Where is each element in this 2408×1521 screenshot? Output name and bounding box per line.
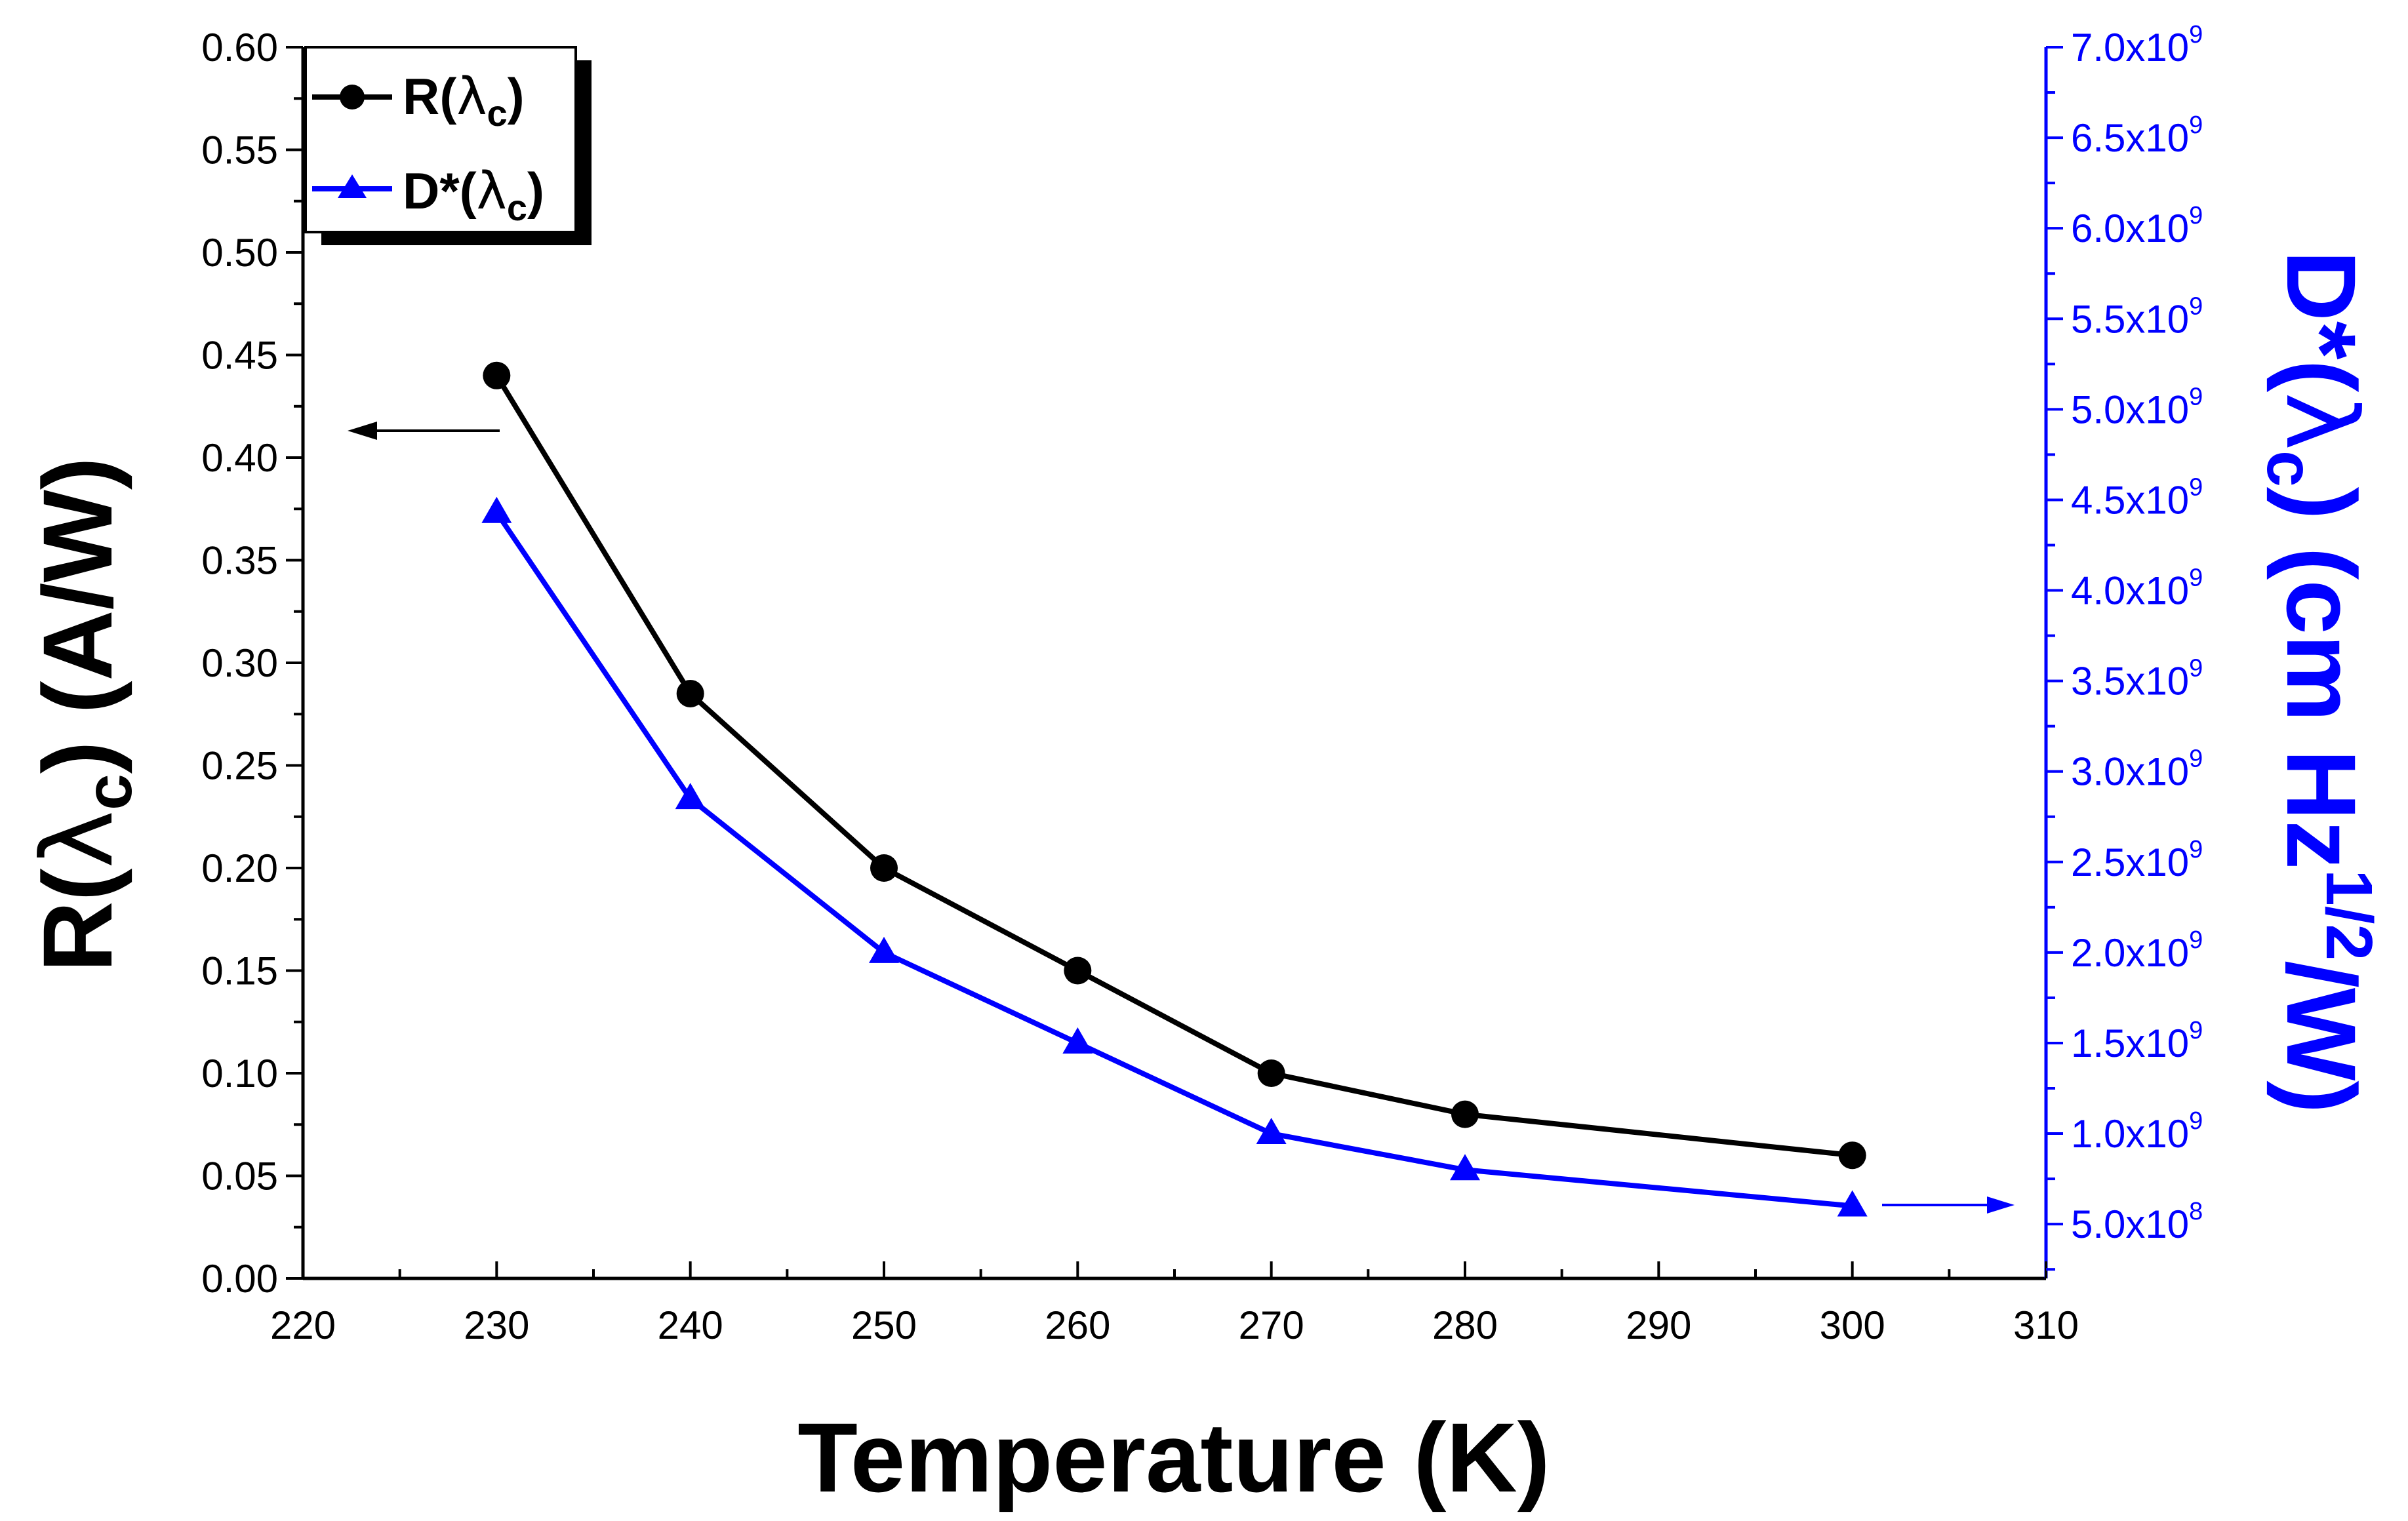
r-data-point xyxy=(1838,1141,1866,1170)
right-tick-label: 5.0x108 xyxy=(2071,1198,2203,1246)
left-tick-label: 0.60 xyxy=(201,26,278,69)
legend-box xyxy=(304,46,577,233)
d-data-point xyxy=(1450,1154,1480,1181)
left-tick-label: 0.30 xyxy=(201,641,278,685)
x-tick-label: 260 xyxy=(1045,1303,1110,1347)
svg-text:D*(λc): D*(λc) xyxy=(403,162,544,228)
left-tick-label: 0.10 xyxy=(201,1052,278,1096)
legend: R(λc) D*(λc) xyxy=(304,46,592,245)
left-axis-title: R(λc) (A/W) xyxy=(21,457,146,972)
r-data-point xyxy=(870,854,898,882)
right-tick-label: 4.5x109 xyxy=(2071,473,2203,522)
x-tick-label: 310 xyxy=(2013,1303,2079,1347)
right-axis-title-mid: ) (cm Hz xyxy=(2266,487,2377,869)
r-data-point xyxy=(676,679,704,707)
legend-d-lambda: λ xyxy=(477,162,507,221)
d-data-point xyxy=(869,936,899,963)
left-tick-label: 0.45 xyxy=(201,334,278,378)
right-tick-label: 4.0x109 xyxy=(2071,564,2203,613)
d-data-point xyxy=(675,783,706,810)
left-tick-label: 0.00 xyxy=(201,1257,278,1301)
x-tick-label: 240 xyxy=(658,1303,723,1347)
left-axis-title-sub: c xyxy=(72,774,146,810)
x-tick-label: 270 xyxy=(1239,1303,1304,1347)
r-data-point xyxy=(1064,957,1092,985)
left-tick-label: 0.20 xyxy=(201,846,278,890)
legend-r-main: R( xyxy=(403,68,456,125)
right-tick-label: 1.5x109 xyxy=(2071,1017,2203,1065)
d-data-point xyxy=(1062,1027,1093,1054)
left-tick-label: 0.55 xyxy=(201,128,278,172)
r-data-point xyxy=(1257,1059,1285,1087)
right-axis-title-lambda: λ xyxy=(2264,392,2378,450)
right-tick-label: 1.0x109 xyxy=(2071,1107,2203,1156)
right-tick-label: 7.0x109 xyxy=(2071,21,2203,69)
left-tick-label: 0.05 xyxy=(201,1155,278,1198)
right-axis-title-prefix: D*( xyxy=(2266,250,2377,393)
x-axis-title: Temperature (K) xyxy=(797,1402,1550,1512)
left-axis-arrow xyxy=(348,422,500,440)
right-tick-label: 3.5x109 xyxy=(2071,655,2203,703)
x-tick-label: 250 xyxy=(851,1303,917,1347)
d-data-point xyxy=(1256,1118,1287,1145)
left-axis-title-lambda: λ xyxy=(21,810,135,869)
left-tick-label: 0.15 xyxy=(201,949,278,993)
legend-triangle-marker xyxy=(338,174,367,198)
left-axis-title-suffix: ) (A/W) xyxy=(22,457,132,774)
right-axis-arrow xyxy=(1882,1196,2015,1214)
left-tick-label: 0.25 xyxy=(201,744,278,788)
x-tick-label: 280 xyxy=(1432,1303,1498,1347)
right-tick-label: 2.0x109 xyxy=(2071,926,2203,975)
axes-layer: 220 230 240 250 260 270 280 290 300 310 0.00 0.05 0.… xyxy=(201,21,2203,1347)
left-tick-label: 0.50 xyxy=(201,231,278,275)
right-axis-title-suffix: /W) xyxy=(2266,960,2377,1113)
right-axis-title-sub: c xyxy=(2253,450,2327,487)
right-tick-label: 3.0x109 xyxy=(2071,745,2203,794)
x-tick-label: 300 xyxy=(1820,1303,1885,1347)
x-tick-label: 290 xyxy=(1626,1303,1691,1347)
right-axis-title: D*(λc) (cm Hz1/2/W) xyxy=(2253,250,2386,1114)
left-tick-label: 0.40 xyxy=(201,436,278,480)
svg-text:R(λc): R(λc) xyxy=(403,68,525,134)
right-tick-label: 6.0x109 xyxy=(2071,202,2203,250)
series-layer xyxy=(481,361,1868,1217)
legend-r-sub: c xyxy=(487,92,507,134)
x-tick-label: 220 xyxy=(270,1303,336,1347)
left-axis-title-prefix: R( xyxy=(22,869,132,972)
left-tick-label: 0.35 xyxy=(201,539,278,583)
legend-d-sub: c xyxy=(507,187,527,228)
d-series-line xyxy=(494,511,1853,1209)
legend-circle-marker xyxy=(340,85,365,109)
r-series-line xyxy=(494,374,1853,1158)
right-axis-title-sup: 1/2 xyxy=(2312,869,2386,960)
legend-item-r: R(λc) xyxy=(312,68,525,134)
right-tick-label: 6.5x109 xyxy=(2071,111,2203,160)
right-tick-label: 5.5x109 xyxy=(2071,292,2203,341)
legend-item-d: D*(λc) xyxy=(312,162,544,228)
x-tick-label: 230 xyxy=(464,1303,529,1347)
legend-d-main: D*( xyxy=(403,162,477,220)
legend-d-close: ) xyxy=(527,162,544,220)
legend-r-close: ) xyxy=(508,68,525,125)
r-data-point xyxy=(1451,1100,1479,1128)
d-data-point xyxy=(481,496,512,523)
right-tick-label: 5.0x109 xyxy=(2071,383,2203,431)
d-data-point xyxy=(1837,1190,1868,1217)
legend-r-lambda: λ xyxy=(456,68,487,127)
r-data-point xyxy=(483,361,511,389)
right-tick-label: 2.5x109 xyxy=(2071,836,2203,884)
